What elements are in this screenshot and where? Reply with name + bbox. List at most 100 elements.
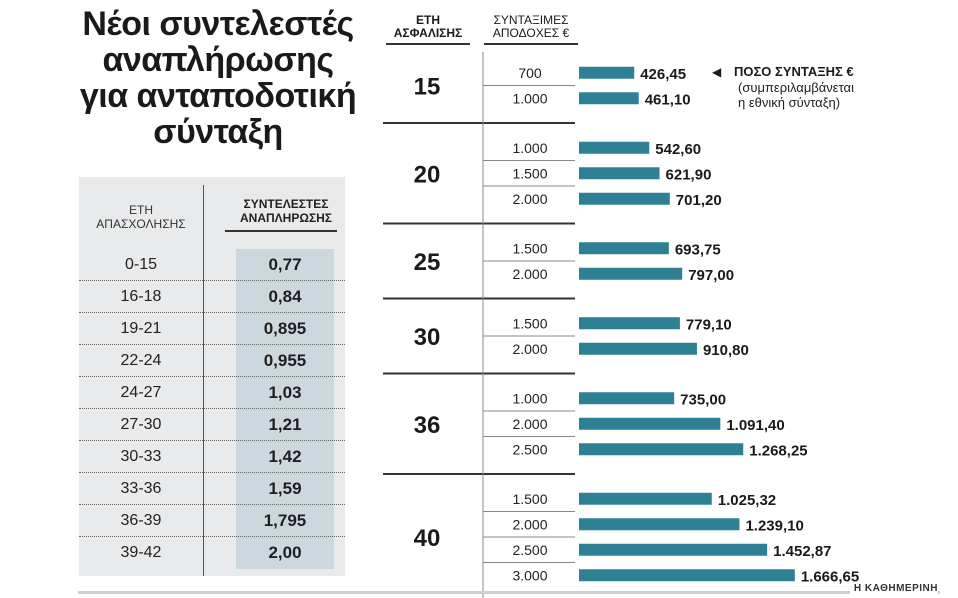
earnings-label: 3.000 — [512, 567, 547, 583]
left-arrow-icon: ◀ — [712, 65, 722, 79]
pension-bar — [579, 569, 795, 582]
pension-bar — [579, 141, 650, 154]
earnings-label: 2.000 — [512, 341, 547, 357]
years-range: 36-39 — [120, 512, 162, 529]
title-line: σύνταξη — [153, 113, 283, 151]
rate-value: 0,84 — [236, 281, 334, 313]
note-line: (συμπεριλαμβάνεται — [738, 80, 854, 95]
group-years-label: 40 — [414, 525, 441, 552]
row-separator — [79, 408, 345, 409]
earnings-label: 1.000 — [512, 90, 547, 106]
years-range: 33-36 — [120, 480, 162, 497]
header-underline — [386, 43, 470, 45]
table-row: 22-24 0,955 — [79, 345, 345, 377]
years-range: 16-18 — [120, 288, 162, 305]
title-line: Νέοι συντελεστές — [82, 5, 354, 43]
pension-bar — [579, 443, 744, 456]
pension-value-label: 1.666,65 — [801, 568, 859, 585]
years-range: 22-24 — [120, 352, 162, 369]
earnings-label: 2.500 — [512, 441, 547, 457]
row-separator — [79, 504, 345, 505]
pension-bar — [579, 492, 712, 505]
pension-value-label: 426,45 — [640, 66, 686, 83]
rate-value: 0,77 — [236, 249, 334, 281]
header-line: ΣΥΝΤΕΛΕΣΤΕΣ — [243, 197, 329, 211]
rate-value: 0,955 — [236, 345, 334, 377]
group-years-label: 36 — [414, 412, 441, 439]
header-line: ΑΝΑΠΛΗΡΩΣΗΣ — [239, 211, 333, 225]
earnings-label: 2.000 — [512, 516, 547, 532]
pension-value-label: 797,00 — [688, 267, 734, 284]
rate-value: 1,03 — [236, 377, 334, 409]
table-row: 36-39 1,795 — [79, 505, 345, 537]
years-range: 24-27 — [120, 384, 162, 401]
group-years-label: 20 — [414, 161, 441, 188]
earnings-label: 1.500 — [512, 165, 547, 181]
header-line: ΑΠΑΣΧΟΛΗΣΗΣ — [96, 217, 186, 231]
header-line: ΕΤΗ — [129, 203, 153, 217]
header-pensionable-earnings: ΣΥΝΤΑΞΙΜΕΣ ΑΠΟΔΟΧΕΣ € — [481, 14, 581, 45]
table-row: 27-30 1,21 — [79, 409, 345, 441]
earnings-label: 1.500 — [512, 315, 547, 331]
pension-value-label: 701,20 — [676, 192, 722, 209]
source-credit: Η ΚΑΘΗΜΕΡΙΝΗ — [849, 583, 938, 594]
table-row: 19-21 0,895 — [79, 313, 345, 345]
group-years-label: 15 — [414, 74, 441, 101]
pension-value-label: 1.452,87 — [773, 543, 831, 560]
table-row: 33-36 1,59 — [79, 473, 345, 505]
years-range: 0-15 — [124, 256, 158, 273]
earnings-label: 700 — [518, 65, 542, 81]
header-employment-years: ΕΤΗ ΑΠΑΣΧΟΛΗΣΗΣ — [79, 203, 203, 231]
row-separator — [79, 312, 345, 313]
header-replacement-rates: ΣΥΝΤΕΛΕΣΤΕΣ ΑΝΑΠΛΗΡΩΣΗΣ — [227, 197, 345, 225]
footer-rule — [78, 591, 940, 594]
earnings-label: 2.000 — [512, 191, 547, 207]
pension-value-label: 1.268,25 — [749, 442, 807, 459]
row-separator — [79, 440, 345, 441]
header-line: ΑΣΦΑΛΙΣΗΣ — [393, 26, 463, 40]
pension-value-label: 542,60 — [655, 141, 701, 158]
rate-value: 1,795 — [236, 505, 334, 537]
earnings-label: 1.000 — [512, 390, 547, 406]
pension-value-label: 910,80 — [703, 342, 749, 359]
earnings-label: 2.000 — [512, 416, 547, 432]
header-line: ΑΠΟΔΟΧΕΣ € — [492, 26, 570, 40]
group-years-label: 30 — [414, 324, 441, 351]
pension-bar — [579, 342, 697, 355]
replacement-rates-table: ΕΤΗ ΑΠΑΣΧΟΛΗΣΗΣ ΣΥΝΤΕΛΕΣΤΕΣ ΑΝΑΠΛΗΡΩΣΗΣ … — [79, 177, 345, 576]
rate-value: 2,00 — [236, 537, 334, 569]
years-range: 30-33 — [120, 448, 162, 465]
table-row: 39-42 2,00 — [79, 537, 345, 569]
earnings-label: 2.500 — [512, 542, 547, 558]
table-row: 24-27 1,03 — [79, 377, 345, 409]
title-line: αναπλήρωσης — [102, 41, 334, 79]
table-row: 0-15 0,77 — [79, 249, 345, 281]
rate-value: 1,59 — [236, 473, 334, 505]
pension-value-label: 779,10 — [686, 316, 732, 333]
pension-value-label: 1.091,40 — [726, 417, 784, 434]
title-line: για ανταποδοτική — [79, 77, 357, 115]
pension-value-label: 461,10 — [645, 91, 691, 108]
rate-value: 1,42 — [236, 441, 334, 473]
note-title: ΠΟΣΟ ΣΥΝΤΑΞΗΣ € — [734, 64, 854, 79]
header-underline — [225, 230, 337, 232]
row-separator — [79, 472, 345, 473]
row-separator — [79, 280, 345, 281]
group-years-label: 25 — [414, 249, 441, 276]
earnings-label: 1.000 — [512, 140, 547, 156]
pension-bar — [579, 417, 721, 430]
pension-value-label: 693,75 — [675, 241, 721, 258]
pension-bar — [579, 543, 768, 556]
pension-bar — [579, 167, 660, 180]
rate-value: 0,895 — [236, 313, 334, 345]
note-line: η εθνική σύνταξη) — [738, 95, 841, 110]
pension-bar — [579, 92, 639, 105]
rate-value: 1,21 — [236, 409, 334, 441]
pension-bar — [579, 66, 635, 79]
years-range: 19-21 — [120, 320, 162, 337]
pension-value-label: 1.025,32 — [718, 492, 776, 509]
pension-bar — [579, 317, 680, 330]
pension-bar — [579, 518, 740, 531]
row-separator — [79, 536, 345, 537]
